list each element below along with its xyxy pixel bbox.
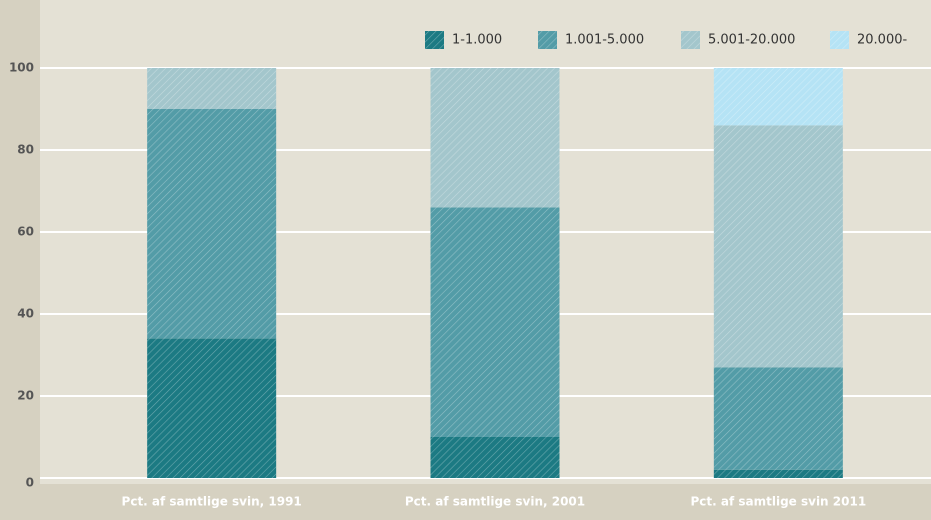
y-tick-label: 60 [17, 225, 34, 239]
legend-label: 1.001-5.000 [565, 33, 644, 48]
hatch [425, 31, 444, 49]
y-tick-label: 20 [17, 389, 34, 403]
x-tick-label: Pct. af samtlige svin, 2001 [405, 495, 585, 509]
hatch [430, 68, 560, 208]
x-tick-label: Pct. af samtlige svin, 1991 [122, 495, 302, 509]
axis-strip [0, 0, 40, 520]
hatch [713, 125, 843, 368]
hatch [147, 109, 277, 339]
hatch [538, 31, 557, 49]
hatch [430, 437, 560, 478]
y-tick-label: 80 [17, 143, 34, 157]
hatch [713, 68, 843, 126]
legend-label: 20.000- [857, 33, 907, 48]
x-tick-label: Pct. af samtlige svin 2011 [690, 495, 866, 509]
hatch [713, 469, 843, 478]
y-tick-label: 100 [9, 61, 34, 75]
hatch [830, 31, 849, 49]
y-tick-label: 0 [26, 476, 34, 490]
hatch [681, 31, 700, 49]
y-tick-label: 40 [17, 307, 34, 321]
hatch [713, 367, 843, 470]
legend-label: 5.001-20.000 [708, 33, 795, 48]
category-band [40, 484, 931, 520]
hatch [147, 338, 277, 478]
legend-label: 1-1.000 [452, 33, 502, 48]
hatch [147, 68, 277, 109]
hatch [430, 207, 560, 437]
